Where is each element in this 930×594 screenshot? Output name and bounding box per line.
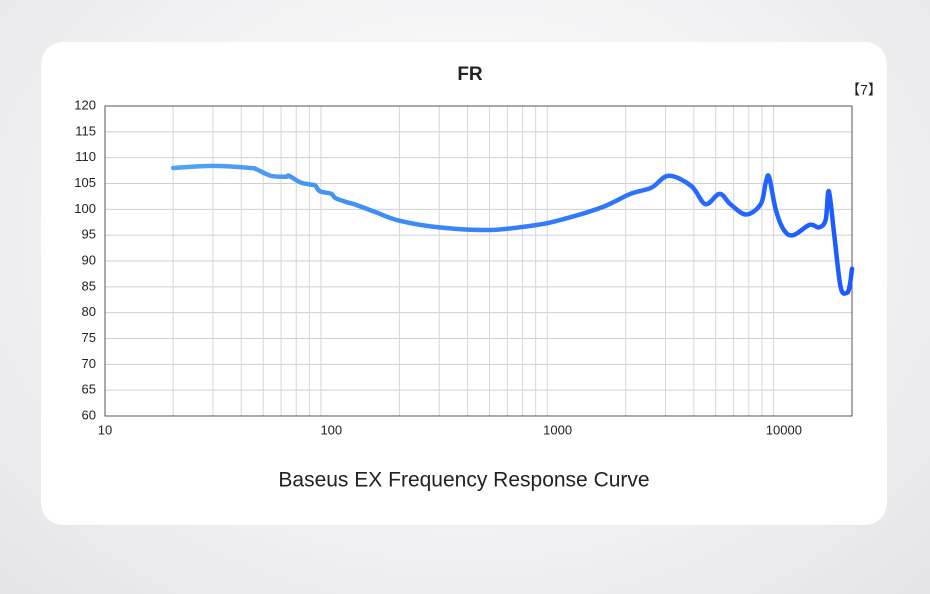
y-tick-label: 85 xyxy=(82,278,96,293)
y-tick-label: 80 xyxy=(82,304,96,319)
plot-frame xyxy=(104,105,853,417)
annotation: 【7】 xyxy=(846,82,882,98)
x-tick-label: 10000 xyxy=(766,422,802,437)
x-tick-label: 10 xyxy=(98,422,112,437)
fr-curve xyxy=(170,163,855,296)
chart-title: FR xyxy=(457,64,483,85)
caption: Baseus EX Frequency Response Curve xyxy=(278,469,649,492)
y-tick-label: 105 xyxy=(74,175,96,190)
y-tick-label: 70 xyxy=(82,356,96,371)
x-tick-label: 1000 xyxy=(543,422,572,437)
y-tick-label: 65 xyxy=(82,382,96,397)
y-tick-label: 60 xyxy=(82,407,96,422)
y-tick-label: 110 xyxy=(75,149,96,164)
x-tick-label: 100 xyxy=(320,422,342,437)
y-tick-label: 90 xyxy=(82,252,96,267)
y-tick-label: 115 xyxy=(75,123,96,138)
y-tick-label: 100 xyxy=(74,201,96,216)
card xyxy=(41,42,887,525)
y-tick-label: 120 xyxy=(74,97,96,112)
y-tick-label: 95 xyxy=(82,227,96,242)
y-tick-label: 75 xyxy=(82,330,96,345)
